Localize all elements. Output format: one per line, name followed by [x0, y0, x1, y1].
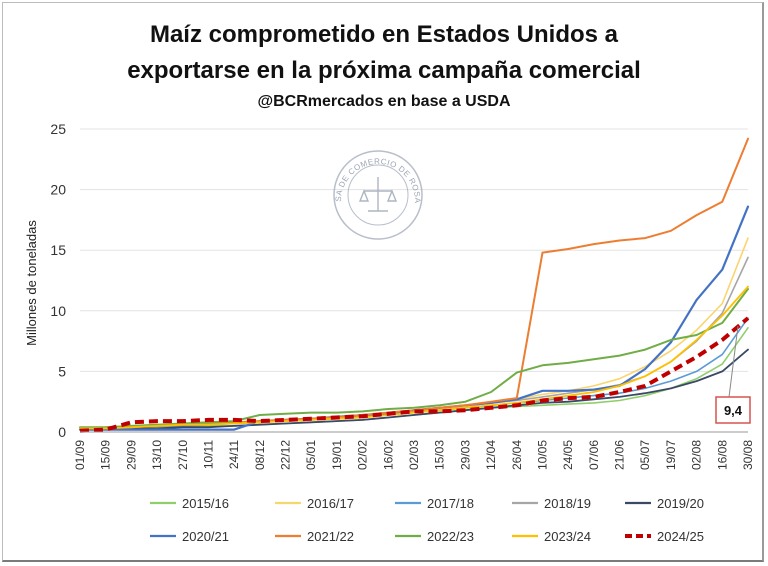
x-tick-label: 01/09 [73, 440, 87, 470]
x-tick-label: 19/07 [664, 440, 678, 470]
legend-label: 2020/21 [182, 529, 229, 544]
legend-label: 2021/22 [307, 529, 354, 544]
x-tick-label: 19/01 [330, 440, 344, 470]
legend-item-2017-18: 2017/18 [395, 496, 474, 511]
legend-item-2019-20: 2019/20 [625, 496, 704, 511]
x-tick-label: 29/03 [458, 440, 472, 470]
series-line-2024-25 [79, 316, 750, 433]
x-tick-label: 16/08 [715, 440, 729, 470]
series-line-2016-17 [79, 237, 749, 430]
x-tick-label: 05/07 [638, 440, 652, 470]
legend-label: 2018/19 [544, 496, 591, 511]
y-axis-label: Millones de toneladas [24, 220, 39, 346]
seal-outer-ring [333, 150, 423, 240]
legend-label: 2019/20 [657, 496, 704, 511]
x-tick-label: 05/01 [304, 440, 318, 470]
y-tick-label: 0 [58, 424, 66, 440]
annotation-leader [728, 326, 739, 398]
x-tick-label: 02/08 [690, 440, 704, 470]
x-tick-label: 08/12 [253, 440, 267, 470]
seal-inner-ring [347, 164, 409, 226]
x-tick-label: 24/11 [227, 440, 241, 469]
legend: 2015/16 2016/17 2017/18 2018/19 2019/20 2020/… [150, 496, 704, 544]
x-tick-label: 15/09 [99, 440, 113, 470]
x-tick-label: 21/06 [613, 440, 627, 470]
x-tick-label: 10/05 [535, 440, 549, 470]
y-tick-label: 10 [50, 303, 66, 319]
legend-label: 2022/23 [427, 529, 474, 544]
legend-item-2020-21: 2020/21 [150, 529, 229, 544]
x-tick-label: 16/02 [381, 440, 395, 470]
x-tick-label: 27/10 [176, 440, 190, 470]
legend-item-2016-17: 2016/17 [275, 496, 354, 511]
legend-item-2022-23: 2022/23 [395, 529, 474, 544]
chart-title-line2: exportarse en la próxima campaña comerci… [127, 57, 641, 84]
annotation: 9,4 [715, 326, 751, 424]
series-line-2018-19 [79, 256, 749, 430]
series-line-2019-20 [79, 348, 749, 431]
x-tick-label: 12/04 [484, 440, 498, 470]
chart-subtitle: @BCRmercados en base a USDA [257, 93, 510, 110]
series-line-2022-23 [79, 288, 749, 429]
legend-label: 2017/18 [427, 496, 474, 511]
legend-label: 2024/25 [657, 529, 704, 544]
x-tick-label: 02/02 [356, 440, 370, 470]
legend-label: 2016/17 [307, 496, 354, 511]
legend-item-2015-16: 2015/16 [150, 496, 229, 511]
annotation-box [715, 396, 751, 424]
legend-label: 2023/24 [544, 529, 591, 544]
axes: 0 5 10 15 20 25 01/09 15/09 29/09 13/10 27/10 10/11… [50, 121, 755, 470]
seal-scales-glyph [358, 177, 398, 212]
x-tick-label: 26/04 [510, 440, 524, 470]
legend-label: 2015/16 [182, 496, 229, 511]
x-tick-label: 24/05 [561, 440, 575, 470]
legend-item-2024-25: 2024/25 [625, 529, 704, 544]
x-tick-label: 13/10 [150, 440, 164, 470]
legend-item-2021-22: 2021/22 [275, 529, 354, 544]
legend-item-2023-24: 2023/24 [512, 529, 591, 544]
y-tick-label: 5 [58, 363, 66, 379]
x-tick-label: 07/06 [587, 440, 601, 470]
y-tick-label: 25 [50, 121, 66, 137]
legend-item-2018-19: 2018/19 [512, 496, 591, 511]
x-tick-label: 02/03 [407, 440, 421, 470]
annotation-label: 9,4 [724, 403, 743, 418]
x-tick-label: 22/12 [279, 440, 293, 470]
series-line-2023-24 [79, 285, 749, 430]
chart-title-line1: Maíz comprometido en Estados Unidos a [150, 21, 619, 48]
series-line-2020-21 [78, 205, 750, 431]
x-tick-label: 30/08 [741, 440, 755, 470]
x-tick-label: 29/09 [124, 440, 138, 470]
y-tick-label: 20 [50, 182, 66, 198]
x-tick-label: 15/03 [433, 440, 447, 470]
y-tick-label: 15 [50, 242, 66, 258]
gridlines [80, 128, 748, 433]
series-lines [78, 137, 750, 433]
x-tick-label: 10/11 [201, 440, 215, 469]
